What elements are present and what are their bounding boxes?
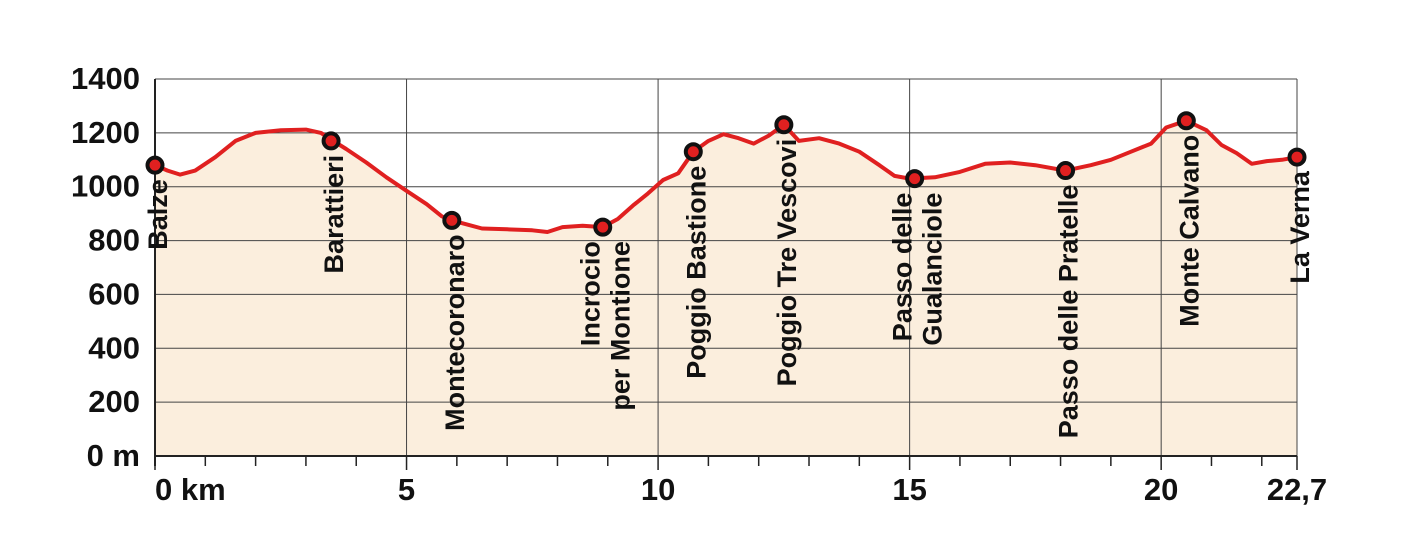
- x-tick-label: 15: [892, 472, 926, 507]
- y-tick-label: 1400: [71, 61, 140, 96]
- waypoint-label: La Verna: [1285, 170, 1315, 284]
- waypoint-label-line: Gualanciole: [918, 193, 948, 346]
- waypoint-marker: [774, 115, 794, 135]
- y-tick-label: 0 m: [87, 438, 140, 473]
- waypoint-label-line: per Montione: [606, 241, 636, 411]
- waypoint-label-line: Poggio Tre Vescovi: [772, 139, 802, 387]
- waypoint-label-line: Monte Calvano: [1174, 135, 1204, 327]
- waypoint-marker: [683, 142, 703, 162]
- waypoint-label-line: La Verna: [1285, 170, 1315, 284]
- waypoint-label-line: Incrocio: [576, 241, 606, 346]
- waypoint-label: Barattieri: [319, 155, 349, 274]
- waypoint-label: Poggio Tre Vescovi: [772, 139, 802, 387]
- y-tick-label: 1000: [71, 169, 140, 204]
- waypoint-label-line: Barattieri: [319, 155, 349, 274]
- x-tick-label: 10: [641, 472, 675, 507]
- x-tick-label: 0 km: [155, 472, 226, 507]
- waypoint-marker: [593, 217, 613, 237]
- x-tick-label: 22,7: [1267, 472, 1327, 507]
- elevation-area: [155, 120, 1297, 456]
- waypoint-label: Balze: [143, 179, 173, 250]
- waypoint-label: Passo delle Pratelle: [1054, 185, 1084, 439]
- grid-lines: [155, 78, 1298, 456]
- waypoint-label-line: Balze: [143, 179, 173, 250]
- waypoint-marker: [1056, 161, 1076, 181]
- x-tick-label: 5: [398, 472, 415, 507]
- waypoint-labels: Balze Barattieri Montecoronaro Incrocio per …: [143, 135, 1315, 439]
- y-tick-label: 800: [88, 223, 140, 258]
- waypoint-label: Monte Calvano: [1174, 135, 1204, 327]
- waypoint-label: Montecoronaro: [440, 234, 470, 431]
- y-tick-label: 600: [88, 276, 140, 311]
- waypoint-label-line: Passo delle: [888, 193, 918, 342]
- waypoint-label-line: Poggio Bastione: [681, 166, 711, 379]
- y-tick-label: 1200: [71, 115, 140, 150]
- waypoint-marker: [1176, 111, 1196, 131]
- waypoint-marker: [145, 155, 165, 175]
- axes: [154, 79, 1298, 470]
- waypoint-markers: [145, 111, 1307, 237]
- waypoint-label-line: Montecoronaro: [440, 234, 470, 431]
- waypoint-marker: [905, 169, 925, 189]
- waypoint-label: Incrocio per Montione: [576, 241, 636, 411]
- waypoint-marker: [442, 210, 462, 230]
- y-tick-label: 400: [88, 330, 140, 365]
- y-tick-label: 200: [88, 384, 140, 419]
- waypoint-label: Passo delle Gualanciole: [888, 193, 948, 346]
- tick-labels: 0 m 200 400 600 800 1000 1200 1400 0 km 5 10 15 20 22…: [71, 61, 1327, 507]
- x-tick-label: 20: [1144, 472, 1178, 507]
- elevation-area-fill: [155, 120, 1297, 456]
- waypoint-label-line: Passo delle Pratelle: [1054, 185, 1084, 439]
- waypoint-label: Poggio Bastione: [681, 166, 711, 379]
- waypoint-marker: [321, 131, 341, 151]
- waypoint-marker: [1287, 147, 1307, 167]
